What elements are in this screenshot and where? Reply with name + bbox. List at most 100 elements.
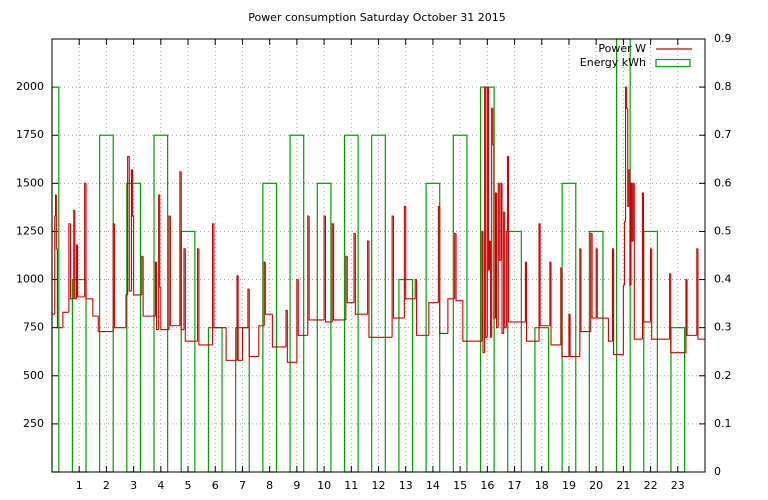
power-step [345,255,348,320]
power-step [84,182,87,297]
power-step [237,275,243,361]
power-step [481,230,483,342]
power-step [650,248,652,322]
legend-label: Power W [598,42,646,55]
power-step [128,156,132,292]
power-step [497,182,500,328]
power-step [62,311,69,328]
power-step [155,262,159,331]
power-step [669,273,671,340]
power-step [213,223,227,329]
power-step [622,284,625,355]
power-step [428,302,439,336]
x-tick-label: 13 [399,479,413,492]
y2-tick-label: 0.8 [714,80,732,93]
power-step [496,192,499,329]
power-step [508,156,526,323]
power-step [56,248,63,329]
power-step [632,182,635,242]
x-tick-label: 5 [185,479,192,492]
power-step [633,183,643,340]
power-step [506,155,509,232]
power-step [485,87,488,338]
power-step [625,86,627,222]
y-tick-label: 500 [23,369,44,382]
power-step [368,241,393,338]
x-tick-label: 20 [589,479,603,492]
x-tick-label: 8 [266,479,273,492]
chart-title: Power consumption Saturday October 31 20… [248,11,506,24]
power-step [114,223,127,329]
power-step [346,256,355,304]
x-tick-label: 18 [535,479,549,492]
x-tick-label: 4 [157,479,164,492]
y2-tick-label: 0.4 [714,273,732,286]
power-step [92,298,99,317]
power-step [455,233,463,302]
power-step [133,216,142,296]
power-step [525,262,540,342]
y2-tick-label: 0.1 [714,417,732,430]
power-step [613,248,624,356]
power-step [183,248,186,330]
plot-border [51,38,706,473]
power-step [180,171,184,331]
power-step [160,287,169,331]
power-step [490,241,492,338]
power-step [97,316,114,333]
x-tick-label: 15 [453,479,467,492]
x-tick-label: 11 [344,479,358,492]
power-step [333,223,346,321]
power-step [539,223,550,327]
power-step [286,310,297,363]
power-step [670,273,686,354]
x-tick-label: 12 [372,479,386,492]
y2-tick-label: 0.9 [714,32,732,45]
power-step [696,248,698,336]
power-step [607,318,613,342]
x-tick-label: 22 [644,479,658,492]
power-step [416,279,429,336]
x-tick-label: 1 [76,479,83,492]
power-step [686,279,697,336]
x-tick-label: 16 [480,479,494,492]
power-step [392,216,405,319]
x-tick-label: 7 [239,479,246,492]
y-tick-label: 1250 [16,224,44,237]
power-step [484,86,486,353]
power-step [69,223,74,300]
power-step [561,268,569,358]
power-step [550,262,561,346]
power-step [85,183,93,300]
y2-tick-label: 0 [714,465,721,478]
power-step [197,248,199,342]
legend-swatch [655,58,691,68]
power-step [631,183,634,242]
x-tick-label: 17 [508,479,522,492]
y2-tick-label: 0.7 [714,128,732,141]
y-tick-label: 1750 [16,128,44,141]
x-tick-label: 10 [317,479,331,492]
power-step [611,248,614,342]
x-tick-label: 2 [103,479,110,492]
power-step [642,192,651,323]
power-step [159,194,161,288]
power-step [142,256,156,317]
power-step [486,86,489,338]
power-step [627,108,629,207]
x-tick-label: 21 [616,479,630,492]
x-tick-label: 19 [562,479,576,492]
y2-tick-label: 0.3 [714,321,732,334]
x-tick-label: 14 [426,479,440,492]
x-tick-label: 9 [293,479,300,492]
power-step [492,108,494,146]
y2-tick-label: 0.5 [714,224,732,237]
power-step [595,248,598,319]
power-step [169,216,180,327]
power-step [591,233,597,319]
power-step [697,248,705,340]
power-step [596,248,609,319]
y2-tick-label: 0.6 [714,176,732,189]
